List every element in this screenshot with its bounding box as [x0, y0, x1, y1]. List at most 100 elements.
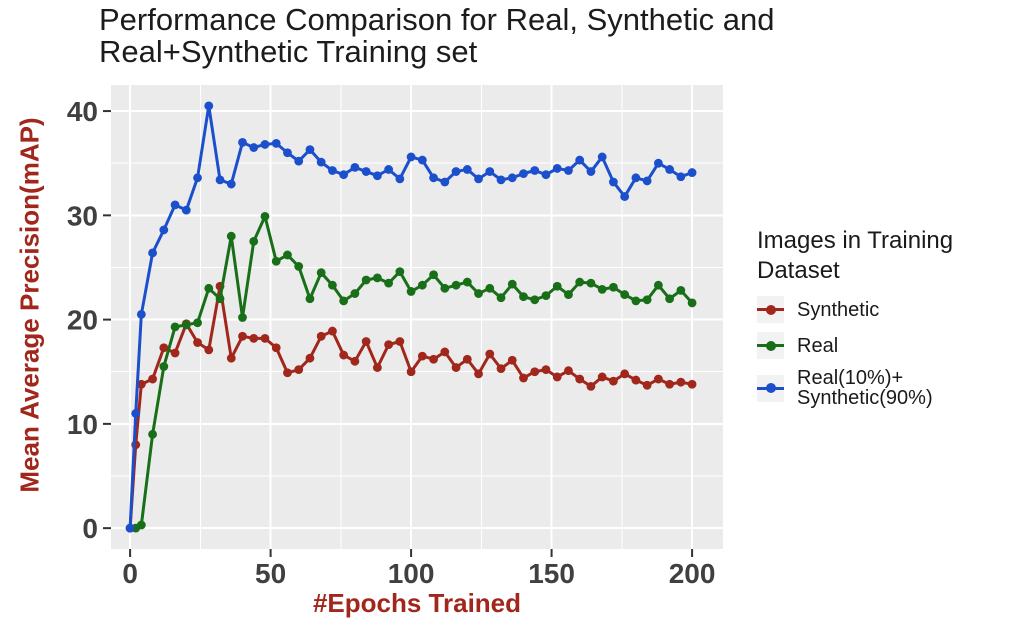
series-point	[249, 237, 259, 246]
series-point	[215, 294, 225, 304]
series-point	[541, 365, 551, 375]
series-point	[406, 152, 416, 162]
y-tick-label: 0	[82, 513, 98, 544]
y-tick-label: 30	[67, 200, 98, 231]
series-point	[451, 167, 461, 176]
series-point	[305, 294, 315, 304]
series-point	[541, 170, 551, 180]
series-point	[136, 379, 146, 389]
series-point	[496, 364, 506, 374]
series-point	[620, 369, 630, 379]
series-point	[350, 162, 360, 172]
series-point	[586, 167, 596, 176]
series-point	[271, 256, 281, 266]
series-point	[676, 377, 686, 387]
series-point	[170, 322, 180, 332]
series-point	[260, 211, 270, 221]
series-point	[642, 380, 652, 390]
series-point	[462, 277, 472, 287]
legend-item-synthetic: Synthetic	[757, 296, 997, 323]
series-point	[226, 179, 236, 189]
series-point	[462, 165, 472, 174]
series-line-real	[128, 214, 694, 530]
legend-item-real-plus-synthetic: Real(10%)+ Synthetic(90%)	[757, 368, 997, 408]
series-point	[271, 343, 281, 353]
series-point	[485, 167, 495, 176]
series-point	[204, 283, 214, 293]
series-point	[204, 345, 214, 355]
series-point	[609, 376, 618, 386]
series-point	[193, 338, 202, 347]
series-line-synthetic	[128, 284, 694, 530]
series-point	[451, 363, 461, 372]
series-point	[406, 287, 416, 296]
series-point	[181, 320, 191, 330]
series-point	[316, 268, 326, 278]
series-point	[271, 138, 281, 148]
x-tick-label: 0	[122, 558, 138, 589]
series-point	[294, 365, 304, 375]
series-point	[462, 354, 472, 364]
y-tick-label: 10	[67, 409, 98, 440]
series-point	[642, 295, 652, 305]
series-point	[440, 177, 450, 187]
series-point	[597, 372, 607, 382]
series-point	[417, 351, 427, 361]
series-point	[283, 148, 292, 158]
series-point	[395, 337, 405, 346]
series-point	[485, 349, 495, 359]
series-point	[451, 280, 461, 290]
series-point	[575, 155, 585, 165]
series-point	[474, 289, 483, 298]
series-point	[676, 286, 686, 295]
series-point	[181, 205, 191, 215]
series-point	[372, 273, 382, 283]
series-point	[339, 170, 349, 180]
series-point	[361, 275, 371, 285]
series-point	[586, 381, 596, 391]
series-point	[238, 137, 247, 147]
series-point	[631, 173, 641, 183]
series-point	[193, 318, 202, 328]
series-point	[552, 164, 562, 173]
series-point	[564, 366, 573, 376]
series-point	[328, 166, 337, 175]
series-point	[653, 158, 663, 168]
series-point	[429, 270, 438, 280]
series-point	[350, 356, 360, 366]
series-point	[215, 175, 225, 185]
series-point	[238, 331, 247, 341]
series-point	[620, 192, 630, 201]
series-point	[125, 523, 135, 533]
series-point	[609, 177, 618, 187]
series-point	[429, 173, 438, 183]
series-point	[328, 280, 337, 290]
series-point	[429, 354, 438, 364]
chart-title: Performance Comparison for Real, Synthet…	[99, 2, 775, 69]
y-tick-label: 20	[67, 305, 98, 336]
legend-label-synthetic: Synthetic	[797, 298, 880, 321]
series-point	[440, 347, 450, 357]
series-point	[159, 362, 169, 371]
panel-background	[111, 85, 723, 549]
legend-key-real-plus-synthetic-icon	[757, 374, 784, 402]
legend-title: Images in Training Dataset	[757, 227, 954, 284]
series-point	[417, 155, 427, 165]
series-point	[136, 520, 146, 530]
series-point	[653, 280, 663, 290]
series-point	[170, 348, 180, 358]
series-point	[148, 429, 157, 439]
series-point	[249, 333, 259, 343]
series-point	[519, 169, 528, 179]
series-point	[575, 374, 585, 384]
series-point	[541, 291, 551, 301]
series-point	[406, 367, 416, 377]
series-point	[283, 250, 292, 260]
series-point	[496, 175, 506, 185]
series-line-real-10-synthetic-90-	[128, 104, 694, 530]
series-point	[372, 171, 382, 181]
series-point	[507, 279, 517, 289]
series-point	[687, 168, 697, 177]
y-axis-title: Mean Average Precision(mAP)	[14, 117, 45, 493]
